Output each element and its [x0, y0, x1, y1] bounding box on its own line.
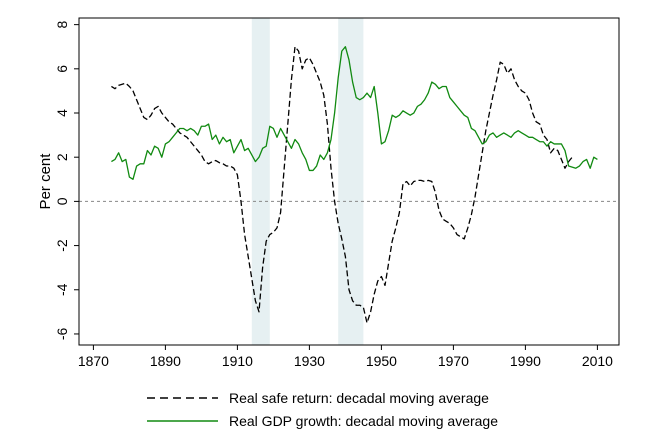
x-tick-label-1950: 1950 — [366, 353, 397, 369]
x-tick-label-1870: 1870 — [78, 353, 109, 369]
plot-frame — [78, 17, 620, 346]
shaded-periods — [251, 18, 364, 345]
y-tick-label--6: -6 — [54, 328, 70, 341]
legend: Real safe return: decadal moving average… — [147, 390, 498, 429]
series-line-real-safe-return — [111, 46, 573, 324]
x-tick-label-1910: 1910 — [222, 353, 253, 369]
y-tick-label--4: -4 — [54, 283, 70, 296]
legend-label-real-gdp-growth: Real GDP growth: decadal moving average — [229, 413, 498, 429]
x-tick-label-1930: 1930 — [294, 353, 325, 369]
y-axis-title: Per cent — [37, 153, 54, 210]
y-axis: -6 -4 -2 0 2 4 6 8 — [54, 21, 79, 341]
y-tick-label-0: 0 — [54, 197, 70, 205]
y-tick-label-2: 2 — [54, 153, 70, 161]
x-tick-label-1970: 1970 — [438, 353, 469, 369]
y-tick-label-8: 8 — [54, 21, 70, 29]
y-tick-label-4: 4 — [54, 109, 70, 117]
x-axis: 1870 1890 1910 1930 1950 1970 1990 2010 — [78, 345, 613, 369]
shaded-period-0 — [251, 18, 270, 345]
series-line-real-gdp-growth — [111, 46, 598, 180]
series-layer — [111, 46, 598, 324]
x-tick-label-1990: 1990 — [510, 353, 541, 369]
x-tick-label-1890: 1890 — [150, 353, 181, 369]
y-tick-label-6: 6 — [54, 65, 70, 73]
legend-label-real-safe-return: Real safe return: decadal moving average — [229, 390, 489, 406]
x-tick-label-2010: 2010 — [582, 353, 613, 369]
y-tick-label--2: -2 — [54, 239, 70, 252]
